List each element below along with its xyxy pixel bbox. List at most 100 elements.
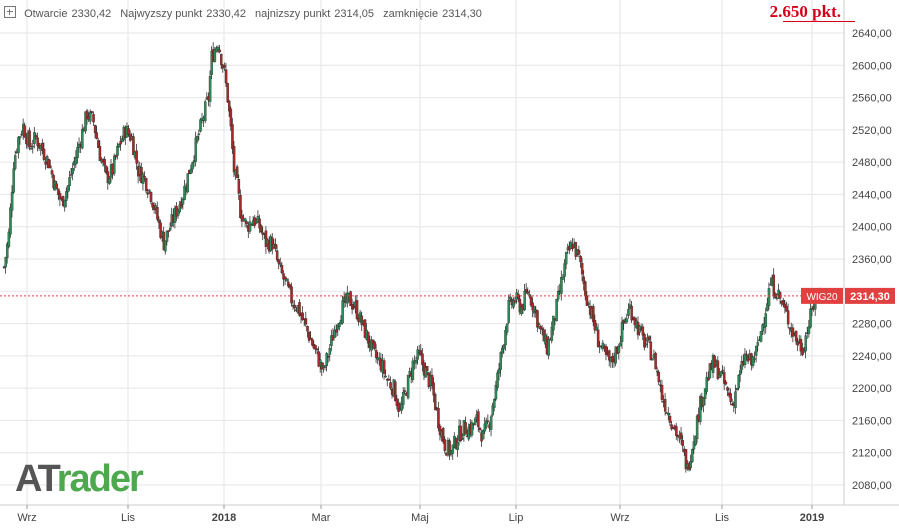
candle-body — [772, 274, 776, 296]
candle-body — [117, 143, 121, 148]
x-axis: Wrz Lis 2018 Mar Maj Lip Wrz Lis 2019 — [0, 504, 899, 524]
close-value: 2314,30 — [442, 8, 482, 20]
candle-body — [689, 461, 693, 469]
candle-body — [323, 366, 327, 368]
candle-body — [31, 145, 35, 148]
candle-body — [141, 173, 145, 184]
candle-body — [373, 341, 376, 349]
high-value: 2330,42 — [206, 8, 246, 20]
candle-body — [71, 168, 75, 174]
candle-body — [670, 424, 673, 430]
ohlc-readout: Otwarcie 2330,42 Najwyzszy punkt 2330,42 n… — [4, 6, 488, 20]
y-tick-label: 2200,00 — [852, 383, 892, 395]
candle-body — [753, 358, 756, 360]
candle-body — [579, 255, 582, 263]
y-tick-label: 2600,00 — [852, 60, 892, 72]
candle-body — [228, 100, 231, 112]
candle-body — [630, 305, 633, 321]
candle-body — [338, 322, 341, 328]
y-tick-label: 2480,00 — [852, 157, 892, 169]
candle-body — [668, 416, 672, 423]
candle-body — [764, 313, 768, 327]
candle-body — [608, 350, 611, 361]
candle-body — [585, 295, 589, 306]
candle-body — [189, 168, 193, 174]
candle-body — [49, 165, 52, 168]
target-underline — [783, 21, 855, 22]
candle-body — [304, 318, 308, 325]
candle-body — [432, 382, 435, 396]
candle-body — [708, 363, 712, 379]
candle-body — [745, 354, 748, 356]
candle-body — [127, 128, 130, 135]
candle-body — [119, 141, 122, 145]
candle-body — [641, 326, 645, 336]
candle-body — [809, 308, 812, 328]
candle-body — [580, 262, 584, 275]
candle-body — [493, 399, 496, 408]
y-tick-label: 2080,00 — [852, 480, 892, 492]
candle-body — [6, 243, 9, 259]
candle-body — [437, 407, 440, 429]
candle-body — [355, 300, 359, 319]
candle-body — [804, 335, 807, 352]
candle-body — [555, 298, 558, 322]
symbol-tag — [801, 287, 843, 304]
candle-body — [513, 300, 517, 303]
candle-body — [719, 371, 723, 376]
candle-body — [505, 323, 509, 333]
candle-body — [103, 159, 106, 166]
candle-body — [426, 365, 429, 371]
candle-body — [582, 276, 586, 284]
candle-body — [191, 162, 194, 170]
candle-body — [584, 281, 587, 297]
candle-body — [146, 192, 150, 195]
candle-body — [461, 437, 464, 440]
candle-body — [95, 132, 98, 139]
candle-body — [290, 286, 293, 304]
attrader-logo: ATrader — [15, 458, 144, 501]
candle-body — [504, 330, 507, 346]
candle-body — [74, 157, 78, 165]
x-tick-label: Mar — [312, 512, 331, 524]
candle-body — [210, 51, 213, 75]
candle-body — [739, 370, 742, 376]
expand-icon[interactable] — [4, 6, 16, 18]
candle-body — [767, 288, 771, 306]
candle-body — [402, 392, 405, 405]
candle-body — [157, 219, 161, 223]
candle-body — [226, 83, 229, 103]
candle-body — [411, 360, 415, 380]
candle-body — [248, 221, 252, 232]
candle-body — [314, 345, 317, 350]
candle-body — [596, 329, 600, 348]
high-label: Najwyzszy punkt — [120, 8, 203, 20]
candle-body — [44, 161, 47, 165]
candle-body — [564, 252, 568, 265]
candle-body — [494, 385, 498, 400]
logo-part-1: AT — [15, 458, 59, 500]
candle-body — [23, 125, 27, 138]
candle-body — [389, 382, 392, 389]
candle-body — [561, 276, 565, 280]
candle-body — [481, 430, 485, 440]
candle-body — [50, 170, 54, 175]
candle-body — [478, 427, 482, 431]
candle-body — [36, 137, 39, 147]
candle-body — [552, 315, 555, 331]
candle-body — [285, 278, 288, 282]
y-tick-label: 2120,00 — [852, 448, 892, 460]
candle-body — [116, 146, 119, 156]
candle-body — [734, 391, 737, 408]
candle-body — [620, 321, 624, 342]
candle-body — [277, 259, 281, 264]
candle-body — [280, 264, 284, 274]
candle-body — [759, 331, 763, 342]
candle-body — [526, 291, 530, 294]
candle-body — [614, 346, 617, 364]
candle-body — [92, 114, 95, 123]
target-annotation: 2.650 pkt. — [769, 2, 841, 21]
y-tick-label: 2240,00 — [852, 351, 892, 363]
candle-body — [382, 360, 386, 374]
candle-body — [76, 147, 79, 159]
